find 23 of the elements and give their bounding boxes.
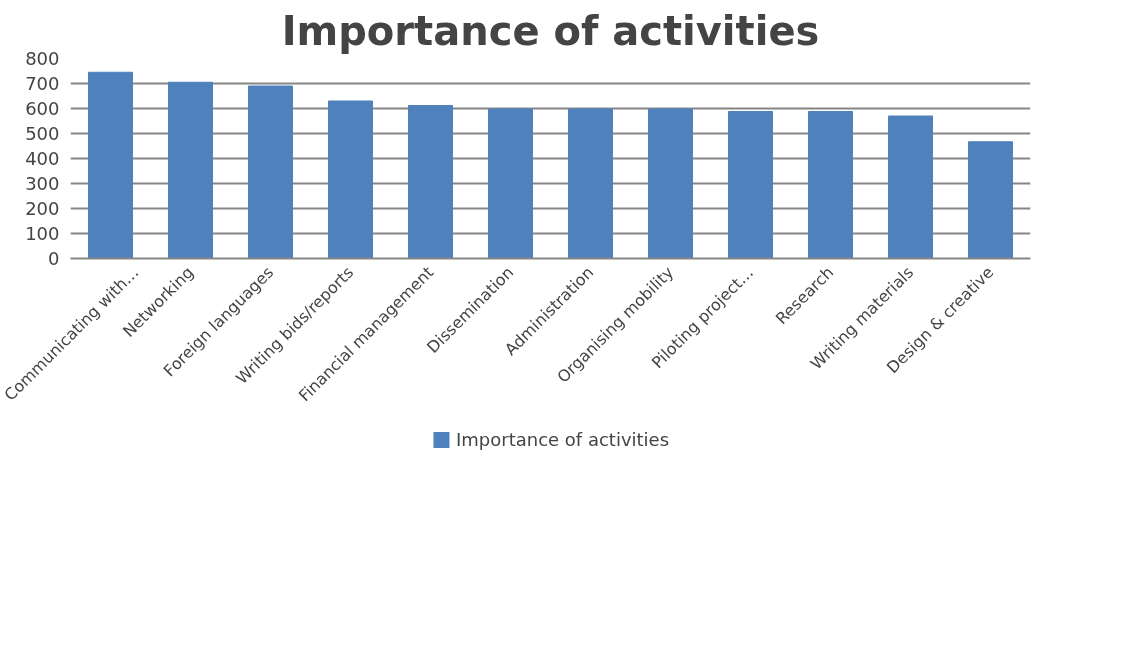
y-tick-label: 300	[25, 173, 60, 194]
bar	[328, 100, 373, 259]
bar	[568, 108, 613, 259]
y-tick-label: 100	[25, 223, 60, 244]
bar	[168, 81, 213, 259]
bar	[888, 115, 933, 259]
y-tick-label: 800	[25, 48, 60, 69]
bar	[808, 111, 853, 259]
y-tick-label: 500	[25, 123, 60, 144]
bar	[88, 71, 133, 259]
y-tick-label: 400	[25, 148, 60, 169]
bar	[488, 108, 533, 259]
bar	[248, 85, 293, 259]
chart-title: Importance of activities	[281, 7, 820, 54]
y-tick-label: 700	[25, 73, 60, 94]
y-tick-label: 0	[48, 248, 60, 269]
bar	[728, 111, 773, 259]
bar	[648, 108, 693, 259]
y-tick-label: 200	[25, 198, 60, 219]
bar	[968, 141, 1013, 259]
legend-label: Importance of activities	[455, 428, 670, 450]
bar	[408, 105, 453, 259]
y-tick-label: 600	[25, 98, 60, 119]
